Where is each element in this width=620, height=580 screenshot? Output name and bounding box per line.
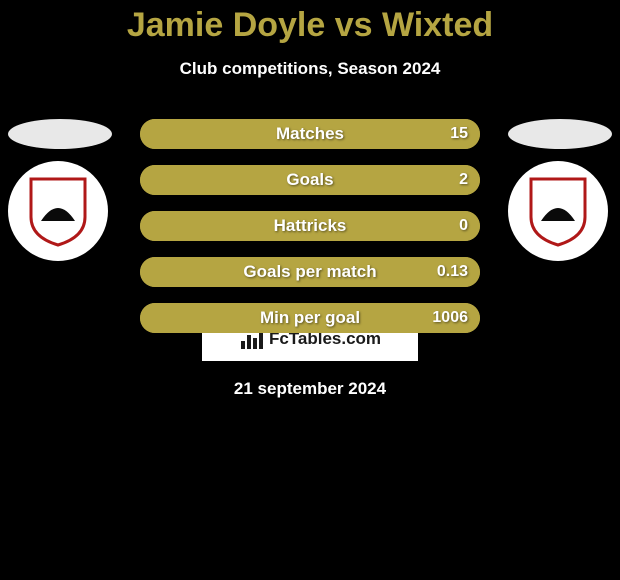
page-title: Jamie Doyle vs Wixted [0, 0, 620, 45]
footer-date: 21 september 2024 [0, 379, 620, 399]
stat-row: Min per goal 1006 [140, 303, 480, 333]
stat-value-right: 0 [459, 217, 468, 235]
stat-value-right: 15 [450, 125, 468, 143]
stat-row: Goals 2 [140, 165, 480, 195]
stat-label: Goals [286, 170, 333, 190]
shield-icon [527, 175, 589, 247]
player-right-club-badge [508, 161, 608, 261]
player-right-column [508, 119, 612, 261]
player-left-club-badge [8, 161, 108, 261]
stats-container: Matches 15 Goals 2 Hattricks 0 Goals per match… [140, 119, 480, 349]
stat-value-right: 2 [459, 171, 468, 189]
stat-value-right: 0.13 [437, 263, 468, 281]
stat-label: Hattricks [274, 216, 347, 236]
stat-row: Matches 15 [140, 119, 480, 149]
player-left-avatar [8, 119, 112, 149]
player-left-column [8, 119, 112, 261]
page-subtitle: Club competitions, Season 2024 [0, 59, 620, 79]
stat-row: Hattricks 0 [140, 211, 480, 241]
player-right-avatar [508, 119, 612, 149]
stat-value-right: 1006 [432, 309, 468, 327]
stat-label: Min per goal [260, 308, 360, 328]
stat-label: Goals per match [243, 262, 376, 282]
shield-icon [27, 175, 89, 247]
stat-row: Goals per match 0.13 [140, 257, 480, 287]
stat-label: Matches [276, 124, 344, 144]
